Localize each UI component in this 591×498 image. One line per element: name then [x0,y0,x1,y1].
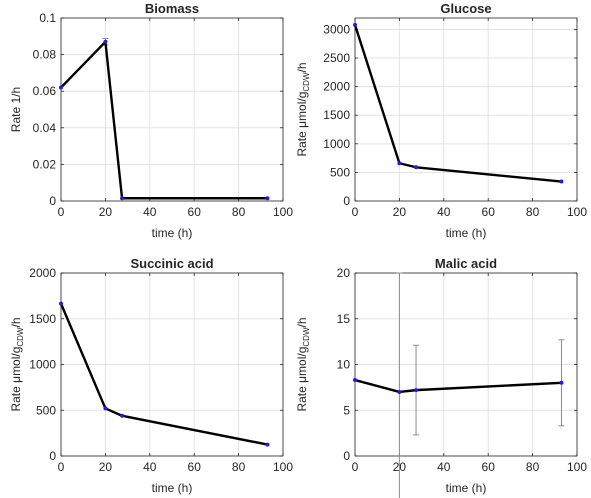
y-tick-label: 10 [337,358,351,372]
y-tick-label: 0 [49,449,56,463]
data-point [59,85,63,90]
y-axis-label: Rate μmol/gCDW/h [9,317,25,411]
x-tick-label: 0 [58,205,65,219]
data-point [120,196,125,201]
x-tick-label: 20 [99,460,113,474]
x-tick-label: 100 [567,205,587,219]
x-tick-label: 40 [143,205,157,219]
data-point [397,389,402,394]
y-tick-label: 1500 [29,312,56,326]
data-point [103,406,108,411]
y-tick-label: 2000 [323,80,350,94]
x-tick-label: 0 [58,460,65,474]
x-tick-label: 80 [232,205,246,219]
data-point [265,196,270,201]
data-point [120,413,125,418]
y-axis-label: Rate μmol/gCDW/h [295,62,311,156]
y-tick-label: 0.04 [33,121,57,135]
y-tick-label: 15 [337,312,351,326]
x-tick-label: 60 [188,205,202,219]
x-tick-label: 20 [99,205,113,219]
chart-biomass: 0 20 40 60 80 100 0 0.02 0.04 0.06 0.08 0.1 Biomass t… [9,1,293,240]
x-tick-label: 80 [232,460,246,474]
series-line [354,378,562,394]
x-tick-label: 20 [393,205,407,219]
data-point [353,378,357,383]
y-tick-label: 5 [343,403,350,417]
y-tick-label: 0.06 [33,84,57,98]
x-tick-label: 60 [482,205,496,219]
y-tick-label: 500 [36,403,56,417]
chart-glucose: 0 20 40 60 80 100050010001500200025003000Gluc… [295,1,587,240]
data-point [397,161,402,166]
y-tick-label: 2000 [29,266,56,280]
chart-title: Glucose [440,1,491,16]
y-tick-label: 0 [343,449,350,463]
x-tick-label: 40 [437,460,451,474]
plot-area [355,18,577,201]
data-point [414,165,419,170]
data-point [559,380,564,385]
y-tick-label: 1500 [323,108,350,122]
series-line [60,40,268,200]
y-tick-label: 1000 [323,137,350,151]
y-tick-label: 0.08 [33,48,57,62]
x-tick-label: 60 [188,460,202,474]
y-tick-label: 0 [49,194,56,208]
x-tick-label: 0 [352,460,359,474]
x-axis-label: time (h) [152,481,193,495]
data-point [559,179,564,184]
x-tick-label: 100 [273,460,293,474]
data-point [265,442,270,447]
y-tick-label: 0.02 [33,157,57,171]
x-tick-label: 60 [482,460,496,474]
x-tick-label: 100 [273,205,293,219]
data-point [59,301,63,306]
y-tick-label: 0 [343,194,350,208]
data-point [353,22,357,27]
y-tick-label: 0.1 [39,11,56,25]
chart-title: Biomass [145,1,199,16]
y-tick-label: 500 [330,165,350,179]
x-tick-label: 100 [567,460,587,474]
x-tick-label: 80 [526,460,540,474]
x-axis-label: time (h) [152,226,193,240]
chart-title: Malic acid [435,256,497,271]
x-tick-label: 40 [143,460,157,474]
axes-box [60,17,284,202]
data-point [414,388,419,393]
y-tick-label: 3000 [323,22,350,36]
y-tick-label: 20 [337,266,351,280]
x-axis-label: time (h) [446,481,487,495]
plot-area [61,18,283,201]
x-axis-label: time (h) [446,226,487,240]
series-line [59,303,268,446]
x-tick-label: 80 [526,205,540,219]
series-line [353,24,562,183]
y-axis-label: Rate 1/h [9,87,23,132]
chart-title: Succinic acid [130,256,213,271]
data-point [103,39,108,44]
axes-box [354,17,578,202]
y-tick-label: 1000 [29,358,56,372]
x-tick-label: 0 [352,205,359,219]
x-tick-label: 40 [437,205,451,219]
y-tick-label: 2500 [323,51,350,65]
y-axis-label: Rate μmol/gCDW/h [295,317,311,411]
